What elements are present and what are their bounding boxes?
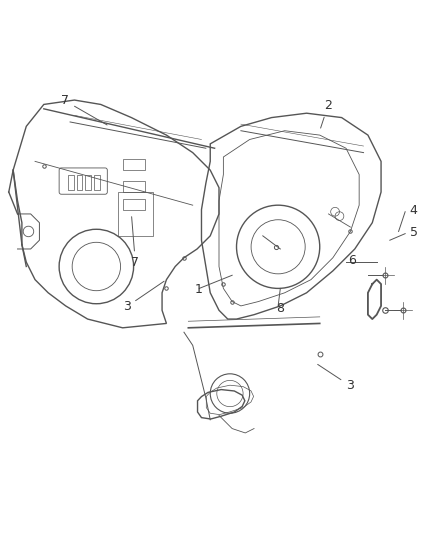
Bar — [123, 159, 145, 170]
Text: 7: 7 — [131, 217, 139, 270]
Text: 1: 1 — [195, 283, 203, 296]
Bar — [85, 174, 91, 190]
Text: 4: 4 — [410, 204, 417, 217]
Text: 3: 3 — [318, 365, 354, 392]
Bar — [123, 181, 145, 192]
Text: 5: 5 — [410, 226, 417, 239]
Bar — [68, 174, 74, 190]
Text: 7: 7 — [61, 94, 107, 125]
Text: 3: 3 — [123, 281, 164, 313]
Text: 8: 8 — [276, 303, 284, 316]
Text: 6: 6 — [348, 254, 356, 268]
Text: 2: 2 — [321, 99, 332, 128]
Bar — [118, 192, 153, 236]
Bar — [77, 174, 82, 190]
Bar — [123, 199, 145, 209]
Bar — [94, 174, 100, 190]
